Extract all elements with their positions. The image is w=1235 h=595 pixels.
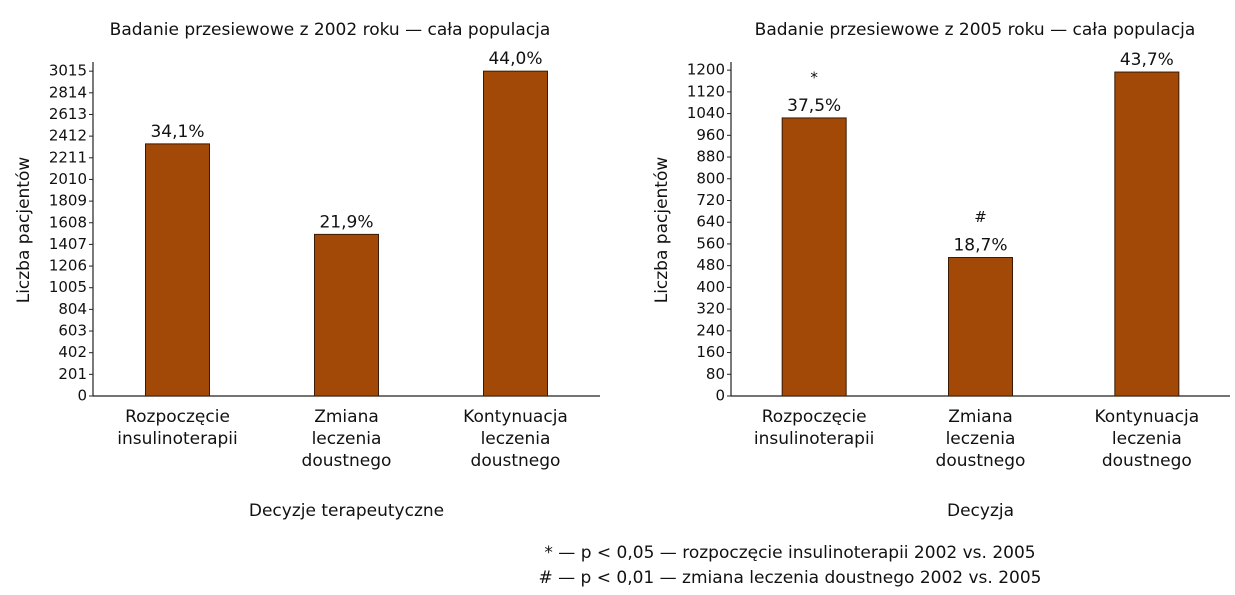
y-tick-label: 1120 xyxy=(687,82,725,100)
significance-marker: * xyxy=(810,68,818,86)
y-tick-label: 80 xyxy=(706,365,725,383)
bar xyxy=(1114,71,1180,397)
y-tick-label: 2211 xyxy=(49,148,87,166)
y-axis-label: Liczba pacjentów xyxy=(14,157,34,304)
y-tick-label: 800 xyxy=(696,169,725,187)
y-axis-label: Liczba pacjentów xyxy=(652,157,672,304)
bar xyxy=(314,233,379,397)
y-tick-label: 0 xyxy=(715,387,725,405)
y-tick-label: 160 xyxy=(696,343,725,361)
y-tick-label: 480 xyxy=(696,256,725,274)
x-tick-label: Zmiana xyxy=(314,407,379,427)
x-tick-label: Kontynuacja xyxy=(463,407,568,427)
y-tick-label: 1608 xyxy=(49,213,87,231)
y-tick-label: 0 xyxy=(77,387,87,405)
x-tick-label: leczenia xyxy=(946,429,1016,449)
x-tick-label: doustnego xyxy=(471,451,561,471)
y-tick-label: 2010 xyxy=(49,170,87,188)
footnote: * — p < 0,05 — rozpoczęcie insulinoterap… xyxy=(544,543,1035,563)
y-tick-label: 400 xyxy=(696,278,725,296)
bar xyxy=(948,257,1013,397)
bar xyxy=(483,70,548,397)
y-tick-label: 1005 xyxy=(49,278,87,296)
x-tick-label: doustnego xyxy=(936,451,1026,471)
y-tick-label: 1407 xyxy=(49,235,87,253)
y-tick-label: 320 xyxy=(696,300,725,318)
value-label: 37,5% xyxy=(787,96,841,116)
y-tick-label: 1809 xyxy=(49,192,87,210)
x-tick-label: doustnego xyxy=(302,451,392,471)
y-tick-label: 603 xyxy=(58,322,87,340)
value-label: 44,0% xyxy=(488,49,542,69)
y-tick-label: 2412 xyxy=(49,127,87,145)
chart-title: Badanie przesiewowe z 2002 roku — cała p… xyxy=(110,20,551,40)
x-tick-label: Zmiana xyxy=(948,407,1013,427)
value-label: 34,1% xyxy=(150,122,204,142)
significance-marker: # xyxy=(974,208,987,226)
y-tick-label: 560 xyxy=(696,234,725,252)
y-tick-label: 2814 xyxy=(49,83,87,101)
y-tick-label: 1200 xyxy=(687,61,725,79)
x-tick-label: Rozpoczęcie xyxy=(762,407,867,427)
x-axis-label: Decyzja xyxy=(947,501,1014,521)
y-tick-label: 1206 xyxy=(49,257,87,275)
y-tick-label: 640 xyxy=(696,213,725,231)
y-tick-label: 402 xyxy=(58,343,87,361)
y-tick-label: 201 xyxy=(58,365,87,383)
y-tick-label: 720 xyxy=(696,191,725,209)
y-tick-label: 1040 xyxy=(687,104,725,122)
bar xyxy=(145,143,210,397)
footnote: # — p < 0,01 — zmiana leczenia doustnego… xyxy=(539,568,1042,588)
x-tick-label: doustnego xyxy=(1102,451,1192,471)
x-tick-label: leczenia xyxy=(312,429,382,449)
x-tick-label: leczenia xyxy=(1112,429,1182,449)
y-tick-label: 2613 xyxy=(49,105,87,123)
value-label: 43,7% xyxy=(1120,50,1174,70)
x-axis-label: Decyzje terapeutyczne xyxy=(249,501,444,521)
bar xyxy=(781,117,847,397)
value-label: 21,9% xyxy=(319,212,373,232)
chart-title: Badanie przesiewowe z 2005 roku — cała p… xyxy=(755,20,1196,40)
x-tick-label: insulinoterapii xyxy=(117,429,238,449)
y-tick-label: 240 xyxy=(696,321,725,339)
y-tick-label: 880 xyxy=(696,148,725,166)
x-tick-label: Rozpoczęcie xyxy=(125,407,230,427)
x-tick-label: Kontynuacja xyxy=(1095,407,1200,427)
x-tick-label: insulinoterapii xyxy=(754,429,875,449)
y-tick-label: 804 xyxy=(58,300,87,318)
x-tick-label: leczenia xyxy=(481,429,551,449)
y-tick-label: 960 xyxy=(696,126,725,144)
value-label: 18,7% xyxy=(953,236,1007,256)
y-tick-label: 3015 xyxy=(49,62,87,80)
